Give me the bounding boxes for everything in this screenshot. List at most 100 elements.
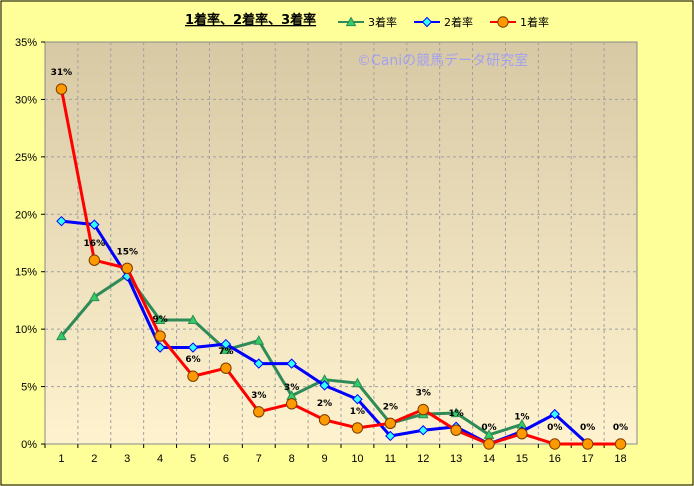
x-tick-label: 2 <box>91 453 97 465</box>
data-label: 0% <box>481 423 496 433</box>
x-tick-label: 17 <box>582 453 594 465</box>
data-point <box>253 358 264 369</box>
data-label: 7% <box>218 347 233 357</box>
series-3 <box>55 83 627 450</box>
data-label: 16% <box>84 239 106 249</box>
x-tick-label: 14 <box>483 453 495 465</box>
x-tick-label: 12 <box>417 453 429 465</box>
data-label: 2% <box>383 402 398 412</box>
data-label: 9% <box>152 315 167 325</box>
data-label: 3% <box>416 389 431 399</box>
data-point <box>352 377 363 388</box>
data-label: 0% <box>547 423 562 433</box>
x-tick-label: 13 <box>450 453 462 465</box>
data-label: 2% <box>317 399 332 409</box>
data-point <box>55 83 68 95</box>
y-tick-label: 10% <box>15 324 37 336</box>
chart-title: 1着率、2着率、3着率 <box>185 12 316 28</box>
data-label: 6% <box>185 355 200 365</box>
data-point <box>286 358 297 369</box>
data-point <box>56 215 67 227</box>
legend-label: 3着率 <box>368 15 397 29</box>
data-point <box>581 438 594 450</box>
x-tick-label: 15 <box>516 453 528 465</box>
y-tick-label: 5% <box>21 382 37 394</box>
data-point <box>88 254 101 266</box>
data-point <box>285 398 298 410</box>
y-tick-label: 15% <box>15 267 37 279</box>
x-tick-label: 18 <box>614 453 626 465</box>
data-label: 0% <box>613 423 628 433</box>
x-tick-label: 6 <box>223 453 229 465</box>
data-point <box>187 370 199 382</box>
x-tick-label: 11 <box>385 453 396 465</box>
grid-lines <box>45 42 637 444</box>
y-tick-label: 0% <box>21 439 37 451</box>
data-point <box>318 414 331 426</box>
data-label: 15% <box>116 247 138 257</box>
data-label: 31% <box>51 68 73 78</box>
data-point <box>121 262 133 274</box>
data-label: 1% <box>514 413 529 423</box>
data-point <box>516 427 528 440</box>
data-point <box>187 342 199 353</box>
x-tick-label: 9 <box>321 453 327 465</box>
data-label: 0% <box>580 423 595 433</box>
data-point <box>483 438 495 450</box>
data-point <box>351 422 364 434</box>
data-point <box>253 406 265 418</box>
data-point <box>220 344 232 354</box>
data-point <box>154 330 166 342</box>
legend-label: 2着率 <box>444 15 473 29</box>
y-tick-label: 20% <box>15 209 37 221</box>
watermark: ©Caniの競馬データ研究室 <box>357 52 528 69</box>
data-point <box>88 291 100 302</box>
x-tick-label: 16 <box>549 453 561 465</box>
x-axis: 1 2 3 4 5 6 7 8 9 10 11 12 13 14 15 16 17 18 <box>44 444 627 465</box>
legend-marker <box>497 16 509 28</box>
data-point <box>220 338 232 350</box>
data-point <box>89 219 100 230</box>
series-group <box>55 83 627 450</box>
legend-marker <box>345 16 357 27</box>
data-label: 3% <box>251 391 266 401</box>
data-label: 3% <box>284 383 299 393</box>
data-point <box>549 408 560 420</box>
legend: 3着率 2着率 1着率 <box>338 15 549 29</box>
data-point <box>450 424 462 436</box>
x-tick-label: 4 <box>157 453 163 465</box>
x-tick-label: 3 <box>124 453 130 465</box>
x-tick-label: 5 <box>190 453 196 465</box>
data-label-group: 31% 16% 15% 9% 6% 7% 3% 3% 2% 1% 2% 3% 1% 0% 1% 0% 0% 0% <box>51 68 629 433</box>
x-tick-label: 10 <box>351 453 363 465</box>
series-line <box>59 88 621 446</box>
data-point <box>56 330 67 341</box>
y-axis: 0% 5% 10% 15% 20% 25% 30% 35% <box>15 37 45 451</box>
data-point <box>220 362 232 374</box>
legend-label: 1着率 <box>520 15 549 29</box>
data-point <box>384 417 397 430</box>
data-label: 1% <box>350 407 365 417</box>
data-point <box>154 314 166 325</box>
data-point <box>253 335 265 345</box>
data-label: 1% <box>448 409 463 419</box>
data-point <box>614 438 627 450</box>
data-point <box>385 430 396 442</box>
data-point <box>319 380 330 391</box>
data-point <box>154 342 166 353</box>
y-tick-label: 30% <box>15 94 37 106</box>
x-tick-label: 7 <box>256 453 262 465</box>
x-tick-label: 1 <box>58 453 64 465</box>
data-point <box>417 403 429 416</box>
data-point <box>418 425 429 436</box>
data-point <box>549 438 561 450</box>
x-tick-label: 8 <box>289 453 295 465</box>
y-tick-label: 35% <box>15 37 37 49</box>
y-tick-label: 25% <box>15 152 37 164</box>
data-point <box>450 407 462 418</box>
data-point <box>187 314 199 325</box>
data-point <box>352 393 363 405</box>
legend-marker <box>421 16 433 28</box>
